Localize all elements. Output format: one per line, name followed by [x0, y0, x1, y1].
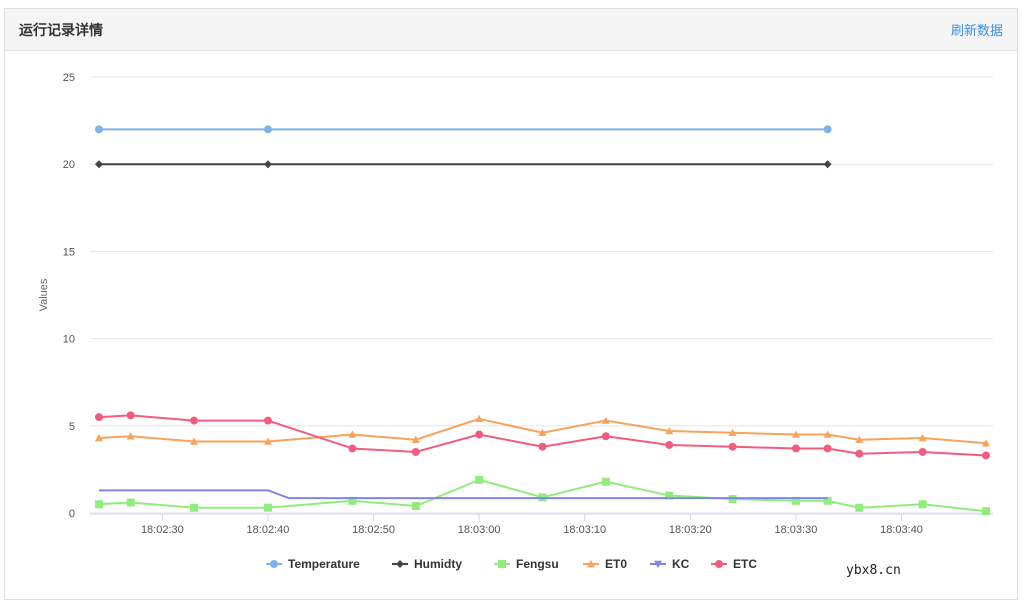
data-point-humidty [95, 160, 103, 169]
y-axis-title: Values [38, 278, 50, 311]
data-point-etc [411, 447, 420, 456]
legend-label-fengsu[interactable]: Fengsu [516, 557, 559, 571]
x-tick-label: 18:02:50 [352, 524, 395, 536]
data-point-et0 [855, 435, 864, 443]
data-point-etc [855, 449, 864, 458]
data-point-et0 [918, 434, 927, 442]
data-point-etc [601, 432, 610, 441]
y-tick-label: 20 [63, 159, 75, 171]
data-point-etc [126, 411, 135, 420]
series-line-fengsu [98, 478, 987, 513]
y-tick-label: 0 [69, 508, 75, 520]
x-tick-label: 18:02:40 [247, 524, 290, 536]
x-tick-label: 18:03:30 [775, 524, 818, 536]
data-point-fengsu [982, 507, 990, 516]
record-detail-panel: 运行记录详情 刷新数据 [4, 8, 1018, 600]
data-point-etc [918, 447, 927, 456]
data-point-fengsu [823, 496, 832, 505]
data-point-etc [823, 444, 832, 453]
x-tick-label: 18:03:20 [669, 524, 712, 536]
data-point-etc [190, 416, 199, 425]
data-point-et0 [411, 435, 420, 443]
data-point-fengsu [601, 477, 610, 486]
data-point-fengsu [665, 491, 674, 500]
data-point-fengsu [918, 500, 927, 509]
y-tick-label: 5 [69, 421, 75, 433]
series-line-kc [99, 489, 828, 500]
data-point-et0 [538, 428, 547, 436]
data-point-et0 [665, 427, 674, 435]
data-point-et0 [263, 437, 272, 445]
watermark-text: ybx8.cn [846, 563, 901, 578]
data-point-fengsu [126, 498, 135, 507]
data-point-fengsu [190, 503, 199, 512]
data-point-et0 [348, 430, 357, 438]
legend-symbol-fengsu [498, 560, 506, 568]
data-point-fengsu [855, 503, 864, 512]
legend-label-et0[interactable]: ET0 [605, 557, 627, 571]
data-point-et0 [95, 434, 103, 442]
data-point-temperature [823, 125, 832, 134]
data-point-etc [263, 416, 272, 425]
legend-label-etc[interactable]: ETC [733, 557, 757, 571]
panel-title: 运行记录详情 [19, 22, 103, 39]
x-tick-label: 18:03:00 [458, 524, 501, 536]
data-point-et0 [823, 430, 832, 438]
data-point-fengsu [475, 475, 484, 484]
y-tick-label: 25 [63, 72, 75, 84]
x-tick-label: 18:02:30 [141, 524, 184, 536]
data-point-humidty [263, 160, 272, 169]
legend-symbol-kc [654, 560, 662, 568]
panel-header: 运行记录详情 刷新数据 [5, 9, 1017, 51]
data-point-fengsu [263, 503, 272, 512]
x-tick-label: 18:03:40 [880, 524, 923, 536]
data-point-etc [475, 430, 484, 439]
data-point-temperature [95, 125, 103, 134]
data-point-etc [791, 444, 800, 453]
data-point-et0 [601, 416, 610, 424]
legend-symbol-et0 [587, 560, 595, 568]
refresh-data-link[interactable]: 刷新数据 [950, 24, 1003, 39]
data-point-fengsu [791, 496, 800, 505]
legend-label-temperature[interactable]: Temperature [288, 557, 360, 571]
legend-symbol-humidty [396, 560, 404, 568]
legend-symbol-temperature [270, 560, 278, 568]
data-point-etc [665, 440, 674, 449]
legend-label-humidty[interactable]: Humidty [414, 557, 462, 571]
data-point-et0 [475, 414, 484, 423]
y-tick-label: 15 [63, 246, 75, 258]
data-point-etc [95, 413, 103, 422]
data-point-et0 [190, 437, 199, 445]
data-point-fengsu [411, 502, 420, 511]
data-point-etc [348, 444, 357, 453]
x-tick-label: 18:03:10 [563, 524, 606, 536]
data-point-etc [728, 442, 737, 451]
data-point-etc [538, 442, 547, 451]
data-point-temperature [263, 125, 272, 134]
data-point-et0 [126, 432, 135, 440]
y-tick-label: 10 [63, 334, 75, 346]
data-point-et0 [791, 430, 800, 438]
series-line-etc [98, 414, 987, 457]
data-point-fengsu [348, 496, 357, 505]
data-point-etc [982, 451, 990, 460]
data-point-et0 [728, 428, 737, 436]
data-point-humidty [823, 160, 832, 169]
data-point-fengsu [95, 500, 103, 509]
data-point-et0 [982, 439, 990, 447]
series-line-et0 [98, 417, 987, 445]
legend-symbol-etc [715, 560, 723, 568]
legend-label-kc[interactable]: KC [672, 557, 690, 571]
